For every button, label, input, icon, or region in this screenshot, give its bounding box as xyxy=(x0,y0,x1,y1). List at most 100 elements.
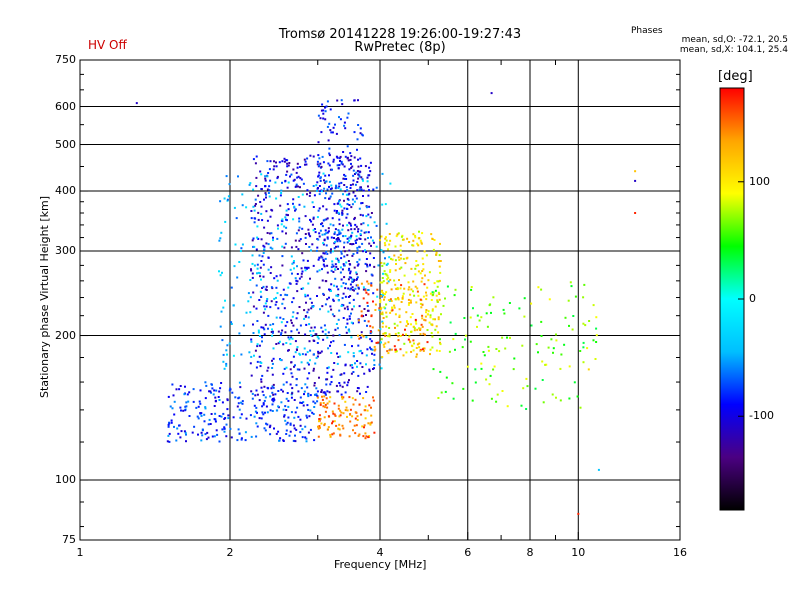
data-point xyxy=(346,224,349,227)
data-point xyxy=(271,330,274,333)
data-point xyxy=(284,216,287,219)
data-point xyxy=(282,288,285,291)
data-point xyxy=(332,126,335,129)
data-point xyxy=(354,239,357,242)
data-point xyxy=(335,184,337,187)
data-point xyxy=(283,246,286,249)
data-point xyxy=(258,417,261,420)
data-point xyxy=(360,334,363,337)
data-point xyxy=(356,277,358,280)
data-point xyxy=(555,333,557,336)
data-point xyxy=(342,224,344,227)
data-point xyxy=(201,434,204,437)
data-point xyxy=(370,348,373,351)
data-point xyxy=(415,355,418,358)
data-point xyxy=(367,320,370,323)
data-point xyxy=(336,233,339,236)
data-point xyxy=(286,392,289,394)
data-point xyxy=(343,184,346,186)
data-point xyxy=(398,279,400,281)
data-point xyxy=(419,298,422,301)
data-point xyxy=(400,257,402,260)
data-point xyxy=(293,416,296,419)
data-point xyxy=(271,359,273,362)
data-point xyxy=(251,276,254,279)
data-point xyxy=(333,284,336,287)
data-point xyxy=(289,368,292,371)
data-point xyxy=(394,298,397,301)
data-point xyxy=(213,389,216,392)
data-point xyxy=(380,249,383,252)
data-point xyxy=(384,272,387,275)
data-point xyxy=(282,372,285,375)
data-point xyxy=(262,326,265,329)
data-point xyxy=(312,264,315,267)
data-point xyxy=(572,315,575,317)
data-point xyxy=(341,163,344,166)
data-point xyxy=(274,181,277,184)
data-point xyxy=(332,340,335,343)
data-point xyxy=(351,198,354,201)
data-point xyxy=(266,298,269,300)
data-point xyxy=(316,189,318,192)
data-point xyxy=(383,306,386,309)
data-point xyxy=(308,194,311,197)
data-point xyxy=(375,224,378,227)
data-point xyxy=(358,175,361,178)
data-point xyxy=(296,265,298,268)
data-point xyxy=(311,223,314,226)
data-point xyxy=(170,421,173,424)
data-point xyxy=(281,160,284,163)
data-point xyxy=(315,356,318,359)
data-point xyxy=(264,396,267,399)
data-point xyxy=(380,338,383,341)
data-point xyxy=(294,340,297,343)
data-point xyxy=(357,286,360,289)
data-point xyxy=(349,152,352,155)
data-point xyxy=(219,200,222,203)
data-point xyxy=(188,415,191,417)
data-point xyxy=(492,368,495,371)
data-point xyxy=(260,417,263,420)
data-point xyxy=(335,155,338,158)
data-point xyxy=(381,320,384,323)
data-point xyxy=(563,343,566,346)
data-point xyxy=(232,304,235,307)
data-point xyxy=(402,333,404,336)
data-point xyxy=(347,229,350,232)
data-point xyxy=(365,291,368,294)
data-point xyxy=(318,207,321,210)
data-point xyxy=(275,286,278,289)
data-point xyxy=(197,405,200,408)
data-point xyxy=(388,256,391,259)
data-point xyxy=(282,318,285,320)
data-point xyxy=(349,187,352,189)
data-point xyxy=(387,280,390,283)
data-point xyxy=(328,164,331,167)
data-point xyxy=(298,203,301,206)
data-point xyxy=(541,379,544,381)
data-point xyxy=(171,383,174,386)
data-point xyxy=(204,381,207,384)
data-point xyxy=(356,292,359,295)
data-point xyxy=(300,402,303,404)
data-point xyxy=(268,185,271,188)
data-point xyxy=(225,349,228,352)
data-point xyxy=(346,156,349,159)
data-point xyxy=(338,382,341,384)
data-point xyxy=(353,216,356,219)
data-point xyxy=(342,412,345,415)
data-point xyxy=(382,251,385,254)
data-point xyxy=(355,197,358,200)
data-point xyxy=(355,225,358,228)
data-point xyxy=(285,423,288,426)
data-point xyxy=(396,324,399,327)
data-point xyxy=(347,296,350,298)
data-point xyxy=(385,263,388,266)
data-point xyxy=(372,188,375,191)
data-point xyxy=(268,232,271,235)
data-point xyxy=(312,369,315,372)
data-point xyxy=(284,179,287,182)
data-point xyxy=(308,415,311,418)
data-point xyxy=(256,267,259,270)
